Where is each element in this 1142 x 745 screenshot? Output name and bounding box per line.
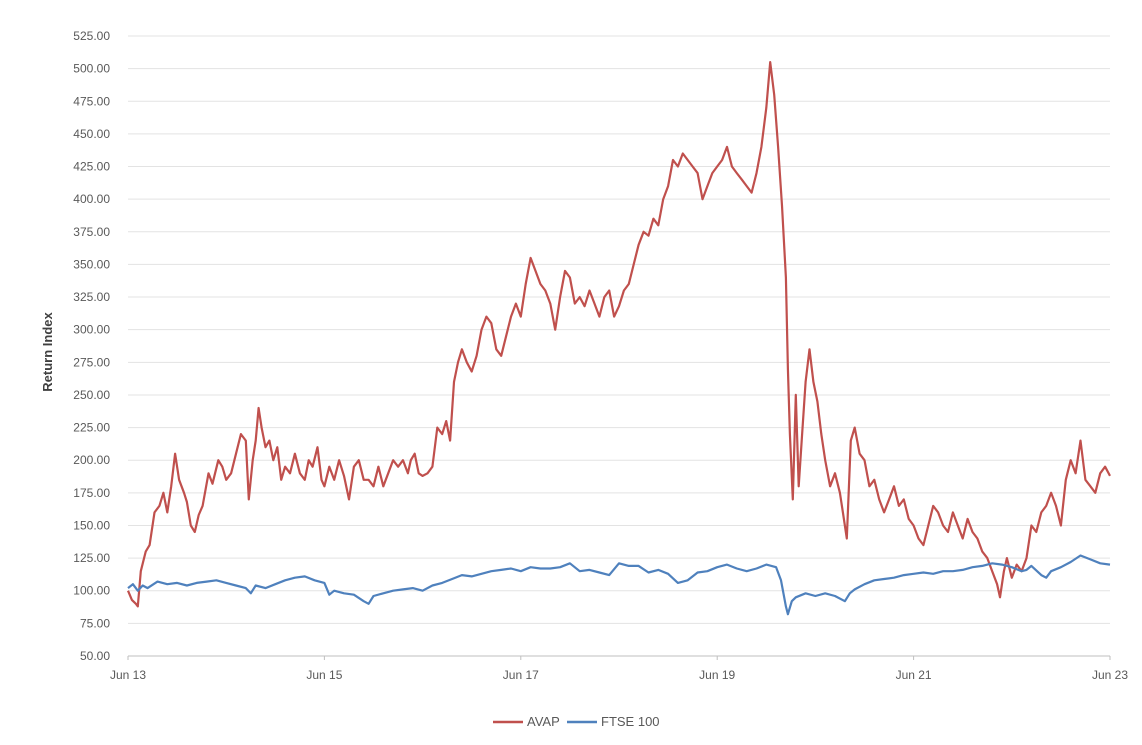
x-tick-label: Jun 17 [503,668,539,682]
y-tick-label: 100.00 [73,584,110,598]
series-line-ftse-100 [127,554,1111,616]
y-tick-label: 375.00 [73,225,110,239]
y-tick-label: 200.00 [73,453,110,467]
y-tick-label: 525.00 [73,29,110,43]
y-tick-label: 325.00 [73,290,110,304]
x-tick-label: Jun 15 [306,668,342,682]
y-tick-label: 150.00 [73,518,110,532]
y-tick-label: 425.00 [73,160,110,174]
series-lines [126,61,1111,616]
y-axis-tick-labels: 50.00 75.00 100.00 125.00 150.00 175.00 200.00… [73,29,110,663]
gridlines [128,35,1110,657]
x-tick-label: Jun 23 [1092,668,1128,682]
legend-item: FTSE 100 [567,714,660,729]
y-tick-label: 400.00 [73,192,110,206]
y-tick-label: 450.00 [73,127,110,141]
legend: AVAP FTSE 100 [493,714,660,729]
y-tick-label: 175.00 [73,486,110,500]
y-tick-label: 225.00 [73,421,110,435]
x-axis-tick-labels: Jun 13 Jun 15 Jun 17 Jun 19 Jun 21 Jun 23 [110,656,1128,682]
y-tick-label: 475.00 [73,94,110,108]
legend-label: AVAP [527,714,560,729]
x-tick-label: Jun 13 [110,668,146,682]
y-tick-label: 250.00 [73,388,110,402]
x-tick-label: Jun 19 [699,668,735,682]
series-line-avap [126,61,1111,608]
y-tick-label: 275.00 [73,355,110,369]
y-tick-label: 350.00 [73,257,110,271]
legend-label: FTSE 100 [601,714,660,729]
y-tick-label: 500.00 [73,62,110,76]
y-tick-label: 125.00 [73,551,110,565]
y-axis-title: Return Index [40,312,55,392]
legend-item: AVAP [493,714,560,729]
y-tick-label: 50.00 [80,649,110,663]
y-tick-label: 75.00 [80,616,110,630]
x-tick-label: Jun 21 [896,668,932,682]
y-tick-label: 300.00 [73,323,110,337]
